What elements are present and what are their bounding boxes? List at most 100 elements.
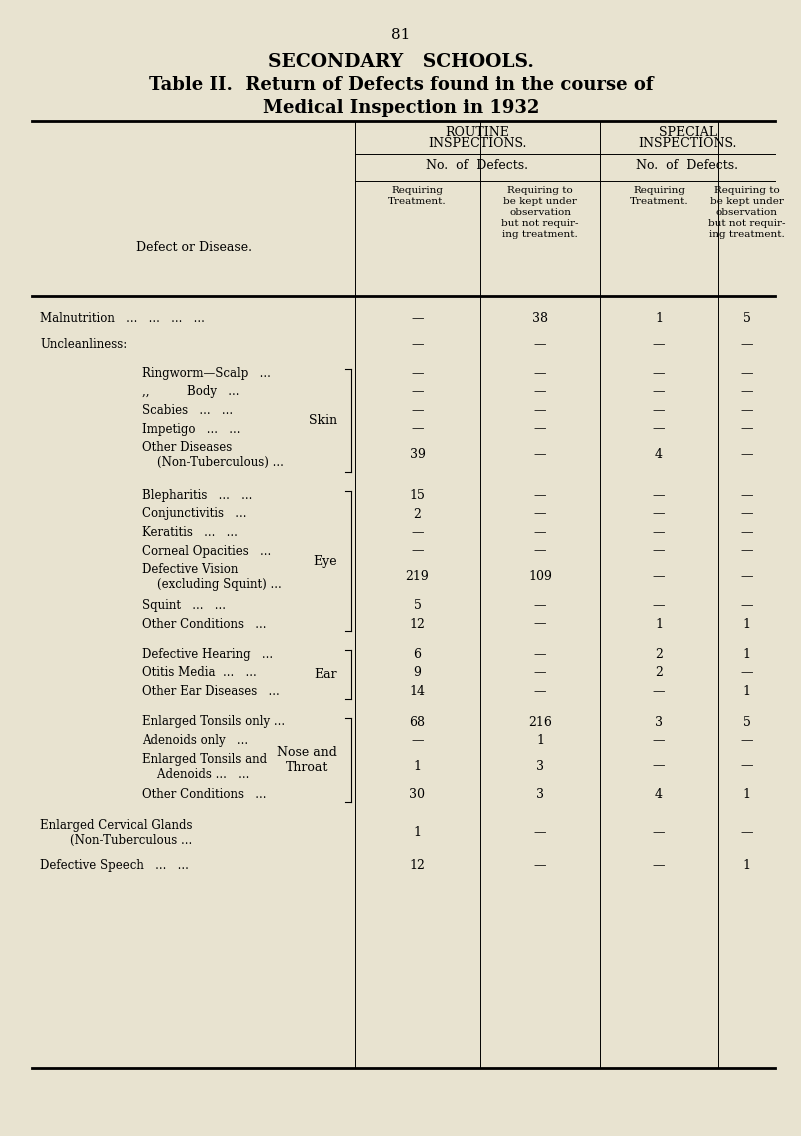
Text: 6: 6 [413,648,421,661]
Text: 1: 1 [536,734,544,747]
Text: —: — [653,734,666,747]
Text: Other Conditions   ...: Other Conditions ... [142,788,267,802]
Text: —: — [740,423,753,435]
Text: Adenoids only   ...: Adenoids only ... [142,734,248,747]
Text: —: — [533,488,546,502]
Text: Ringworm—Scalp   ...: Ringworm—Scalp ... [142,367,271,381]
Text: Malnutrition   ...   ...   ...   ...: Malnutrition ... ... ... ... [40,312,205,325]
Text: Conjunctivitis   ...: Conjunctivitis ... [142,508,247,520]
Text: INSPECTIONS.: INSPECTIONS. [429,137,527,150]
Text: —: — [740,734,753,747]
Text: —: — [533,404,546,417]
Text: Squint   ...   ...: Squint ... ... [142,599,226,612]
Text: —: — [653,599,666,612]
Text: No.  of  Defects.: No. of Defects. [637,159,739,172]
Text: Enlarged Tonsils and
    Adenoids ...   ...: Enlarged Tonsils and Adenoids ... ... [142,752,267,780]
Text: —: — [740,488,753,502]
Text: 5: 5 [413,599,421,612]
Text: Skin: Skin [309,414,337,427]
Text: —: — [653,367,666,381]
Text: —: — [533,508,546,520]
Text: Enlarged Tonsils only ...: Enlarged Tonsils only ... [142,716,285,728]
Text: 109: 109 [528,570,552,583]
Text: Defective Hearing   ...: Defective Hearing ... [142,648,273,661]
Text: Table II.  Return of Defects found in the course of: Table II. Return of Defects found in the… [149,76,654,94]
Text: —: — [653,544,666,558]
Text: —: — [740,826,753,840]
Text: 38: 38 [532,312,548,325]
Text: —: — [653,385,666,399]
Text: —: — [533,339,546,351]
Text: —: — [740,667,753,679]
Text: Enlarged Cervical Glands
        (Non-Tuberculous ...: Enlarged Cervical Glands (Non-Tuberculou… [40,819,192,847]
Text: 219: 219 [405,570,429,583]
Text: 1: 1 [655,618,663,630]
Text: —: — [533,667,546,679]
Text: Keratitis   ...   ...: Keratitis ... ... [142,526,238,538]
Text: —: — [411,423,424,435]
Text: —: — [740,599,753,612]
Text: Other Diseases
    (Non-Tuberculous) ...: Other Diseases (Non-Tuberculous) ... [142,441,284,469]
Text: —: — [411,404,424,417]
Text: 1: 1 [743,859,751,872]
Text: Requiring to
be kept under
observation
but not requir-
ing treatment.: Requiring to be kept under observation b… [501,186,579,240]
Text: —: — [740,526,753,538]
Text: Defective Vision
    (excluding Squint) ...: Defective Vision (excluding Squint) ... [142,563,282,591]
Text: —: — [653,508,666,520]
Text: —: — [533,526,546,538]
Text: —: — [653,404,666,417]
Text: —: — [740,367,753,381]
Text: Defective Speech   ...   ...: Defective Speech ... ... [40,859,189,872]
Text: 1: 1 [655,312,663,325]
Text: Blepharitis   ...   ...: Blepharitis ... ... [142,488,252,502]
Text: —: — [533,685,546,698]
Text: 3: 3 [655,716,663,728]
Text: 1: 1 [743,648,751,661]
Text: SPECIAL: SPECIAL [658,126,717,139]
Text: —: — [533,826,546,840]
Text: Requiring
Treatment.: Requiring Treatment. [388,186,447,206]
Text: —: — [653,760,666,772]
Text: 2: 2 [413,508,421,520]
Text: Eye: Eye [313,554,337,568]
Text: —: — [533,599,546,612]
Text: —: — [533,618,546,630]
Text: No.  of  Defects.: No. of Defects. [426,159,529,172]
Text: —: — [533,648,546,661]
Text: —: — [740,544,753,558]
Text: Corneal Opacities   ...: Corneal Opacities ... [142,544,272,558]
Text: 5: 5 [743,716,751,728]
Text: Other Conditions   ...: Other Conditions ... [142,618,267,630]
Text: SECONDARY   SCHOOLS.: SECONDARY SCHOOLS. [268,53,534,70]
Text: Nose and
Throat: Nose and Throat [277,745,337,774]
Text: —: — [653,526,666,538]
Text: —: — [533,385,546,399]
Text: Other Ear Diseases   ...: Other Ear Diseases ... [142,685,280,698]
Text: —: — [740,339,753,351]
Text: —: — [533,423,546,435]
Text: 1: 1 [413,760,421,772]
Text: 5: 5 [743,312,751,325]
Text: —: — [411,526,424,538]
Text: —: — [740,508,753,520]
Text: —: — [533,859,546,872]
Text: —: — [740,448,753,461]
Text: 216: 216 [528,716,552,728]
Text: —: — [411,734,424,747]
Text: 2: 2 [655,648,663,661]
Text: —: — [411,312,424,325]
Text: 39: 39 [409,448,425,461]
Text: INSPECTIONS.: INSPECTIONS. [638,137,737,150]
Text: —: — [653,570,666,583]
Text: 1: 1 [413,826,421,840]
Text: Requiring to
be kept under
observation
but not requir-
ing treatment.: Requiring to be kept under observation b… [708,186,785,240]
Text: —: — [740,570,753,583]
Text: ,,          Body   ...: ,, Body ... [142,385,239,399]
Text: 68: 68 [409,716,425,728]
Text: 3: 3 [536,760,544,772]
Text: 14: 14 [409,685,425,698]
Text: Medical Inspection in 1932: Medical Inspection in 1932 [263,99,539,117]
Text: —: — [740,760,753,772]
Text: 3: 3 [536,788,544,802]
Text: —: — [411,385,424,399]
